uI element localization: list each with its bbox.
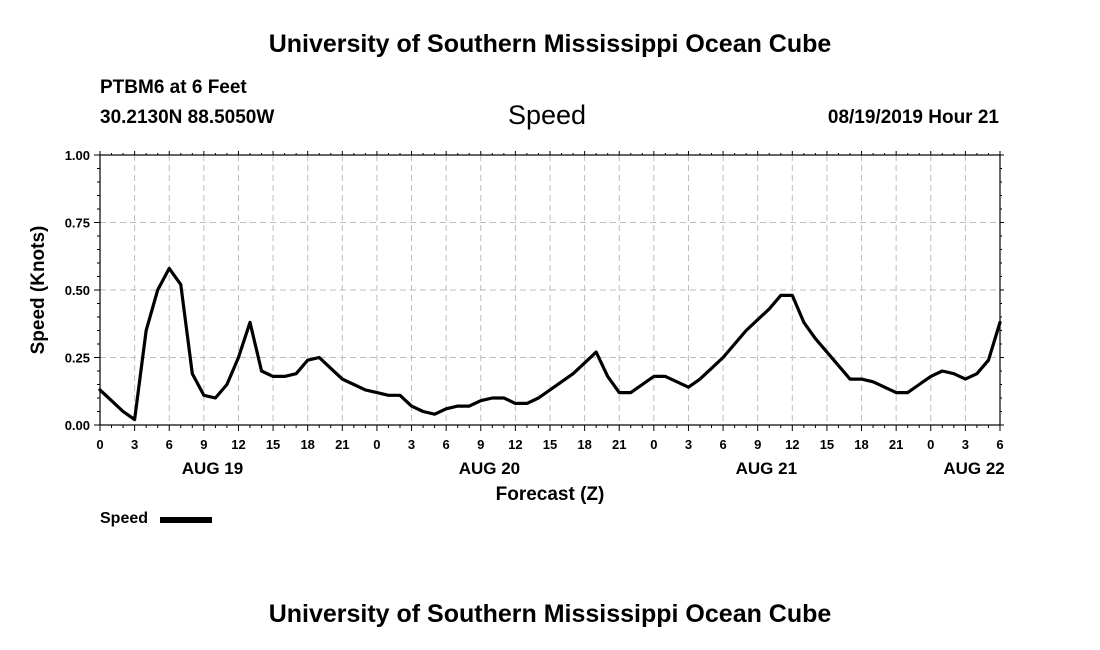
legend-swatch xyxy=(160,517,212,523)
x-axis-label: Forecast (Z) xyxy=(496,484,605,505)
x-tick-label: 12 xyxy=(508,437,522,452)
x-tick-label: 9 xyxy=(200,437,207,452)
x-tick-label: 6 xyxy=(996,437,1003,452)
x-tick-label: 3 xyxy=(131,437,138,452)
x-tick-label: 15 xyxy=(820,437,834,452)
y-tick-label: 0.50 xyxy=(65,283,90,298)
x-tick-label: 0 xyxy=(96,437,103,452)
grid-lines xyxy=(100,155,1000,425)
x-tick-label: 21 xyxy=(612,437,626,452)
variable-title: Speed xyxy=(508,100,587,130)
x-tick-label: 6 xyxy=(166,437,173,452)
x-tick-label: 18 xyxy=(300,437,314,452)
x-tick-label: 6 xyxy=(719,437,726,452)
axes: 0 3 6 9 12 15 18 21 0 3 6 9 12 15 18 21 0 3 6 9 12 15 18 21 0 3 6 0… xyxy=(65,148,1005,478)
x-tick-label: 21 xyxy=(889,437,903,452)
x-tick-label: 0 xyxy=(650,437,657,452)
date-label: AUG 20 xyxy=(459,459,520,478)
y-tick-label: 0.00 xyxy=(65,418,90,433)
x-tick-label: 15 xyxy=(543,437,557,452)
legend-label: Speed xyxy=(100,510,149,527)
forecast-datetime: 08/19/2019 Hour 21 xyxy=(827,107,999,128)
x-tick-label: 21 xyxy=(335,437,349,452)
bottom-title: University of Southern Mississippi Ocean… xyxy=(268,600,832,628)
x-tick-label: 15 xyxy=(266,437,280,452)
speed-series-line xyxy=(98,266,1002,422)
y-tick-label: 0.75 xyxy=(65,216,90,231)
y-axis-label: Speed (Knots) xyxy=(28,226,49,355)
y-tick-label: 1.00 xyxy=(65,148,90,163)
x-tick-label: 18 xyxy=(577,437,591,452)
date-label: AUG 21 xyxy=(736,459,797,478)
x-tick-label: 12 xyxy=(231,437,245,452)
y-tick-label: 0.25 xyxy=(65,351,90,366)
date-label: AUG 22 xyxy=(943,459,1004,478)
x-tick-label: 9 xyxy=(754,437,761,452)
station-name: PTBM6 at 6 Feet xyxy=(100,77,247,98)
x-tick-label: 18 xyxy=(854,437,868,452)
date-label: AUG 19 xyxy=(182,459,243,478)
x-tick-label: 0 xyxy=(927,437,934,452)
x-tick-label: 3 xyxy=(962,437,969,452)
x-tick-label: 9 xyxy=(477,437,484,452)
station-coordinates: 30.2130N 88.5050W xyxy=(100,107,275,128)
x-tick-label: 3 xyxy=(685,437,692,452)
x-tick-label: 0 xyxy=(373,437,380,452)
x-tick-label: 6 xyxy=(443,437,450,452)
top-title: University of Southern Mississippi Ocean… xyxy=(268,30,832,58)
x-tick-label: 3 xyxy=(408,437,415,452)
x-tick-label: 12 xyxy=(785,437,799,452)
